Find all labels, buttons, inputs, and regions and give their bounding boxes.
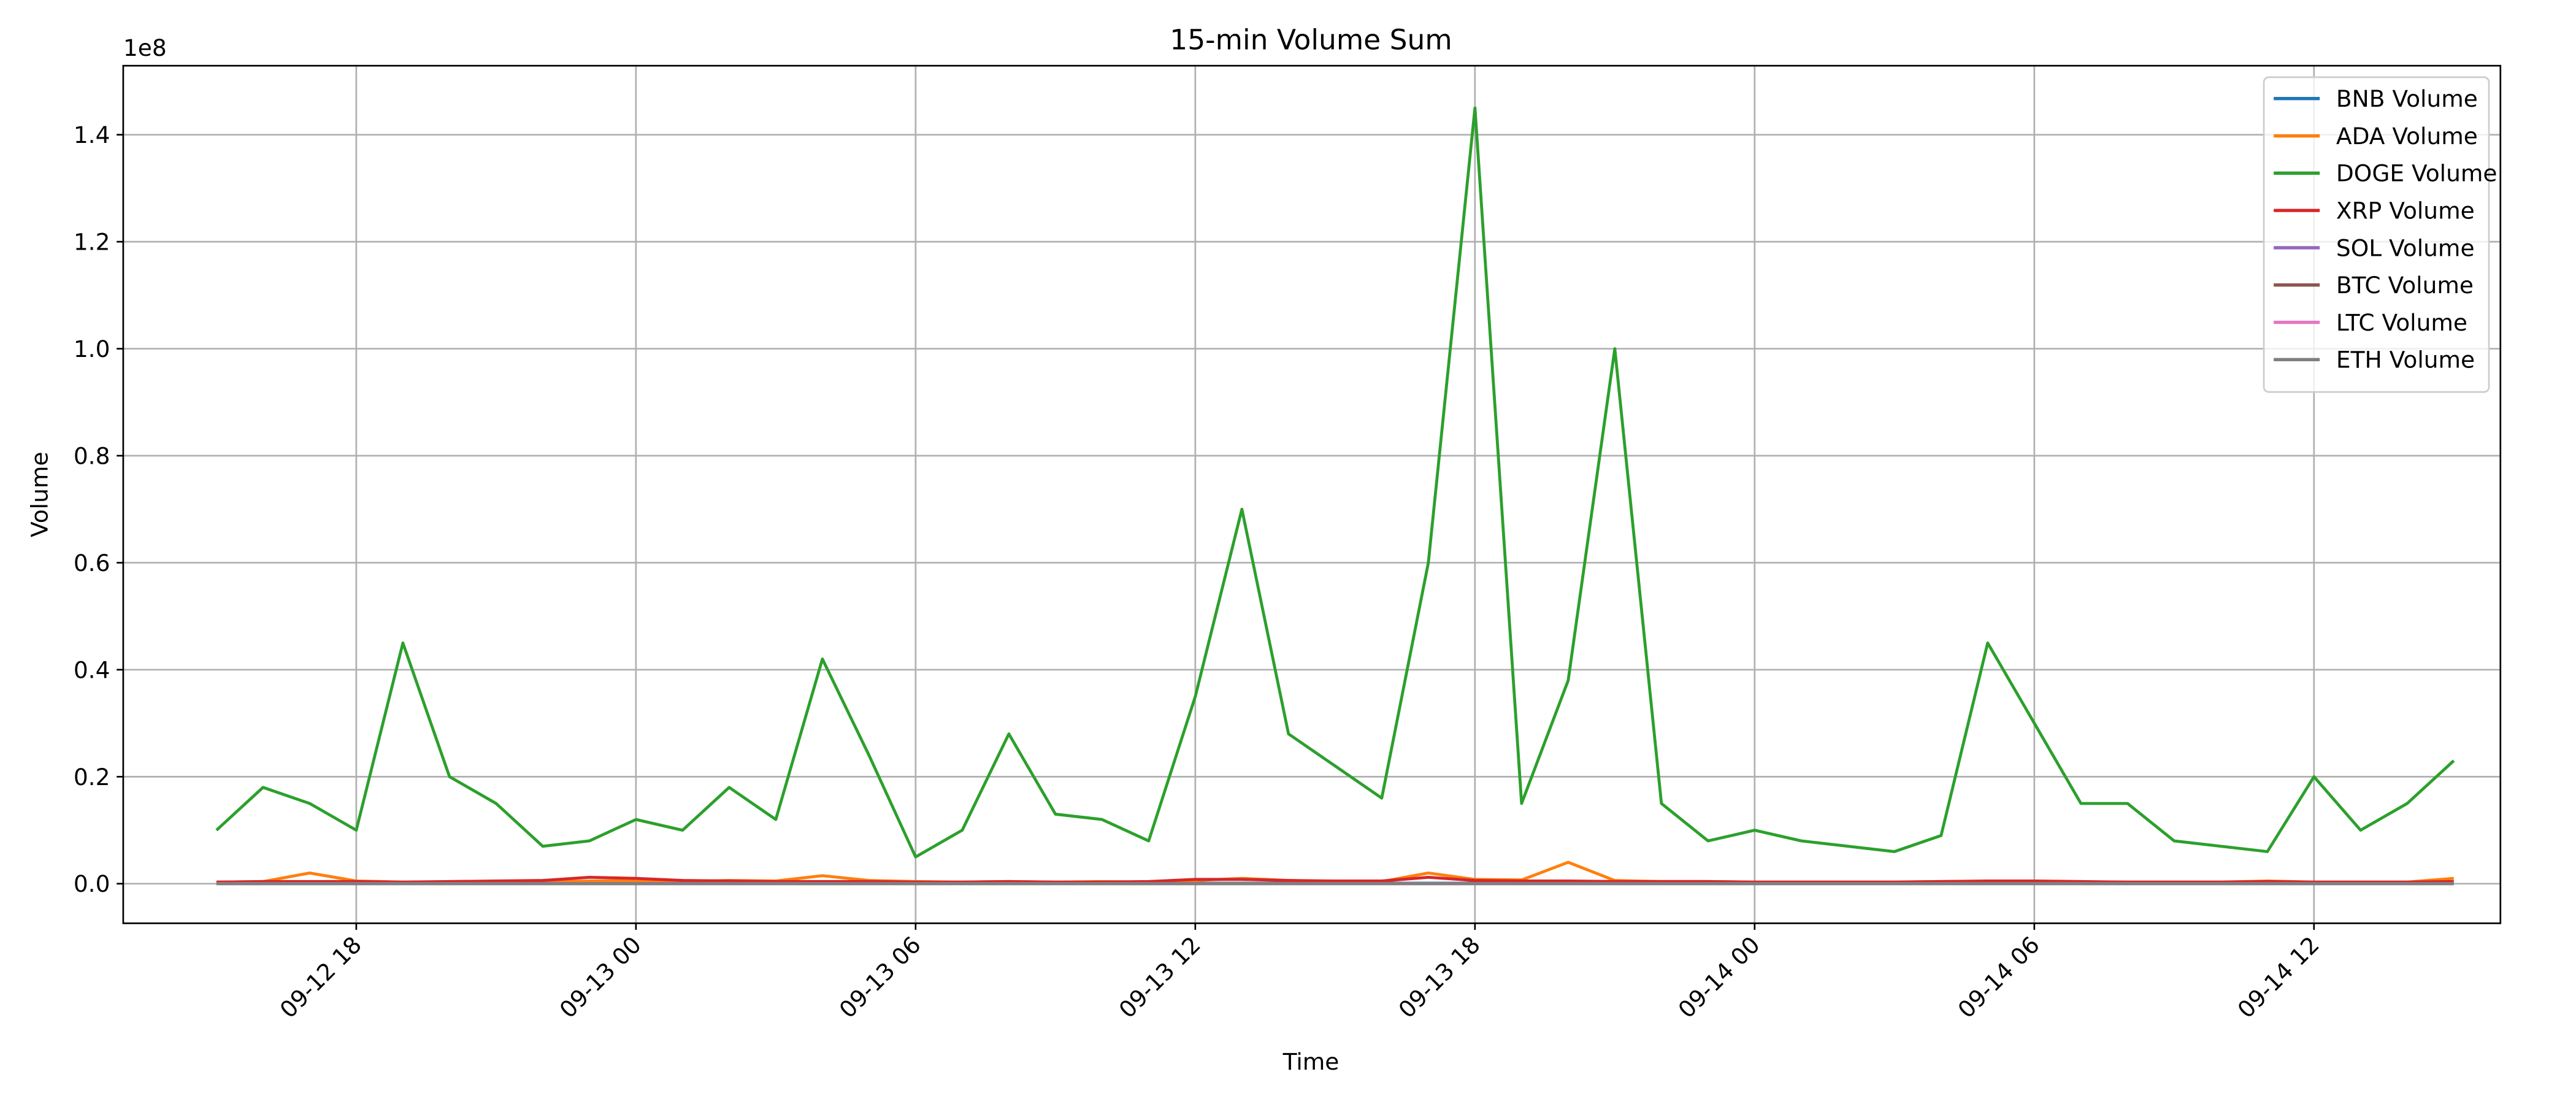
- legend-label: SOL Volume: [2336, 234, 2475, 261]
- x-axis-label: Time: [1282, 1048, 1340, 1075]
- legend-label: LTC Volume: [2336, 309, 2467, 336]
- y-axis-label: Volume: [26, 452, 53, 537]
- chart-title: 15-min Volume Sum: [1170, 23, 1452, 56]
- y-tick-label: 0.6: [74, 550, 110, 577]
- plot-frame: [122, 64, 2502, 924]
- y-tick-label: 1.2: [74, 229, 110, 256]
- legend-label: XRP Volume: [2336, 197, 2475, 224]
- y-tick-label: 0.0: [74, 870, 110, 897]
- legend-label: BNB Volume: [2336, 85, 2478, 112]
- legend-label: DOGE Volume: [2336, 160, 2497, 187]
- y-tick-label: 0.2: [74, 764, 110, 791]
- legend-label: BTC Volume: [2336, 272, 2474, 299]
- legend: BNB Volume ADA Volume DOGE Volume XRP Volum…: [2263, 76, 2497, 393]
- series-line: [215, 106, 2455, 859]
- y-tick-label: 1.4: [74, 121, 110, 148]
- y-tick-label: 0.4: [74, 656, 110, 683]
- legend-label: ETH Volume: [2336, 347, 2475, 374]
- series-line: [216, 875, 2454, 884]
- y-tick-label: 1.0: [74, 335, 110, 362]
- legend-box: [2263, 76, 2490, 393]
- y-offset-label: 1e8: [123, 34, 167, 61]
- legend-label: ADA Volume: [2336, 123, 2478, 150]
- y-tick-label: 0.8: [74, 442, 110, 469]
